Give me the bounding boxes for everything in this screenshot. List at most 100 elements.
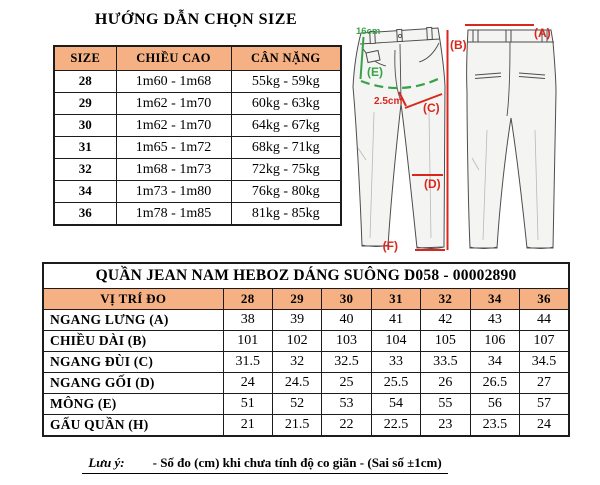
value-cell: 39 — [271, 309, 323, 331]
value-cell: 24 — [519, 414, 570, 437]
value-cell: 31.5 — [222, 351, 273, 373]
below-crotch-tick — [398, 91, 407, 107]
header-position: VỊ TRÍ ĐO — [42, 288, 224, 310]
label-below-crotch: 2.5cm — [374, 96, 402, 107]
size-cell: 32 — [53, 158, 117, 181]
size-table-header-height: CHIỀU CAO — [115, 45, 232, 71]
size-table-row: 30 1m62 - 1m70 64kg - 67kg — [53, 114, 342, 137]
label-rise: 16cm — [356, 26, 380, 37]
value-cell: 26.5 — [469, 372, 521, 394]
value-cell: 27 — [519, 372, 570, 394]
size-cell: 30 — [53, 114, 117, 137]
value-cell: 38 — [222, 309, 273, 331]
label-c: (C) — [423, 101, 440, 115]
size-table-header-weight: CÂN NẶNG — [230, 45, 342, 71]
measurement-row-hip: MÔNG (E) 51 52 53 54 55 56 57 — [42, 393, 570, 415]
height-cell: 1m68 - 1m73 — [115, 158, 232, 181]
row-label: GẤU QUẦN (H) — [42, 414, 224, 437]
hip-line-e — [360, 77, 439, 90]
header-size: 36 — [519, 288, 570, 310]
row-label: CHIỀU DÀI (B) — [42, 330, 224, 352]
size-cell: 36 — [53, 202, 117, 226]
value-cell: 107 — [519, 330, 570, 352]
value-cell: 23.5 — [469, 414, 521, 437]
size-table-header-size: SIZE — [53, 45, 117, 71]
height-cell: 1m62 - 1m70 — [115, 114, 232, 137]
size-table-row: 28 1m60 - 1m68 55kg - 59kg — [53, 70, 342, 93]
value-cell: 25.5 — [370, 372, 422, 394]
weight-cell: 64kg - 67kg — [230, 114, 342, 137]
size-guide-table: SIZE CHIỀU CAO CÂN NẶNG 28 1m60 - 1m68 5… — [53, 45, 342, 226]
size-table-row: 29 1m62 - 1m70 60kg - 63kg — [53, 92, 342, 115]
thigh-line-c — [404, 93, 443, 109]
value-cell: 55 — [420, 393, 471, 415]
measurement-annotations-red: (A) (B) (C) (D) (F) 2.5cm — [374, 24, 551, 253]
row-label: NGANG GỐI (D) — [42, 372, 224, 394]
size-table-row: 34 1m73 - 1m80 76kg - 80kg — [53, 180, 342, 203]
height-cell: 1m73 - 1m80 — [115, 180, 232, 203]
measurement-row-hem: GẤU QUẦN (H) 21 21.5 22 22.5 23 23.5 24 — [42, 414, 570, 437]
value-cell: 34 — [469, 351, 521, 373]
height-cell: 1m62 - 1m70 — [115, 92, 232, 115]
size-cell: 31 — [53, 136, 117, 159]
value-cell: 41 — [370, 309, 422, 331]
measurement-table: QUẦN JEAN NAM HEBOZ DÁNG SUÔNG D058 - 00… — [42, 262, 570, 437]
row-label: NGANG ĐÙI (C) — [42, 351, 224, 373]
value-cell: 25 — [321, 372, 372, 394]
footnote: Lưu ý: - Số đo (cm) khi chưa tính độ co g… — [0, 455, 530, 474]
value-cell: 102 — [271, 330, 323, 352]
value-cell: 24 — [222, 372, 273, 394]
value-cell: 34.5 — [519, 351, 570, 373]
label-d: (D) — [424, 177, 441, 191]
value-cell: 33 — [370, 351, 422, 373]
pants-front-view — [352, 26, 446, 249]
value-cell: 44 — [519, 309, 570, 331]
size-cell: 34 — [53, 180, 117, 203]
value-cell: 43 — [469, 309, 521, 331]
value-cell: 23 — [420, 414, 471, 437]
pants-measurement-diagram: (A) (B) (C) (D) (F) 2.5cm 16cm (E) — [352, 24, 557, 253]
weight-cell: 81kg - 85kg — [230, 202, 342, 226]
value-cell: 32 — [271, 351, 323, 373]
footnote-underline: Lưu ý: - Số đo (cm) khi chưa tính độ co g… — [82, 455, 448, 474]
label-a: (A) — [534, 26, 551, 40]
value-cell: 105 — [420, 330, 471, 352]
size-table-row: 32 1m68 - 1m73 72kg - 75kg — [53, 158, 342, 181]
height-cell: 1m78 - 1m85 — [115, 202, 232, 226]
value-cell: 103 — [321, 330, 372, 352]
rise-line — [359, 36, 365, 80]
product-title: QUẦN JEAN NAM HEBOZ DÁNG SUÔNG D058 - 00… — [42, 262, 570, 289]
page-title: HƯỚNG DẪN CHỌN SIZE — [94, 11, 298, 28]
size-table-header-row: SIZE CHIỀU CAO CÂN NẶNG — [53, 45, 342, 71]
value-cell: 57 — [519, 393, 570, 415]
value-cell: 52 — [271, 393, 323, 415]
size-cell: 29 — [53, 92, 117, 115]
value-cell: 106 — [469, 330, 521, 352]
value-cell: 21.5 — [271, 414, 323, 437]
size-table-row: 36 1m78 - 1m85 81kg - 85kg — [53, 202, 342, 226]
measurement-row-length: CHIỀU DÀI (B) 101 102 103 104 105 106 10… — [42, 330, 570, 352]
weight-cell: 68kg - 71kg — [230, 136, 342, 159]
value-cell: 32.5 — [321, 351, 372, 373]
row-label: MÔNG (E) — [42, 393, 224, 415]
header-size: 31 — [370, 288, 422, 310]
value-cell: 24.5 — [271, 372, 323, 394]
value-cell: 54 — [370, 393, 422, 415]
value-cell: 21 — [222, 414, 273, 437]
header-size: 28 — [222, 288, 273, 310]
header-size: 32 — [420, 288, 471, 310]
header-size: 30 — [321, 288, 372, 310]
value-cell: 33.5 — [420, 351, 471, 373]
value-cell: 104 — [370, 330, 422, 352]
value-cell: 53 — [321, 393, 372, 415]
weight-cell: 60kg - 63kg — [230, 92, 342, 115]
label-e: (E) — [367, 65, 383, 79]
height-cell: 1m65 - 1m72 — [115, 136, 232, 159]
size-cell: 28 — [53, 70, 117, 93]
size-table-row: 31 1m65 - 1m72 68kg - 71kg — [53, 136, 342, 159]
measurement-table-title-row: QUẦN JEAN NAM HEBOZ DÁNG SUÔNG D058 - 00… — [42, 262, 570, 289]
header-size: 34 — [469, 288, 521, 310]
measurement-row-thigh: NGANG ĐÙI (C) 31.5 32 32.5 33 33.5 34 34… — [42, 351, 570, 373]
value-cell: 101 — [222, 330, 273, 352]
